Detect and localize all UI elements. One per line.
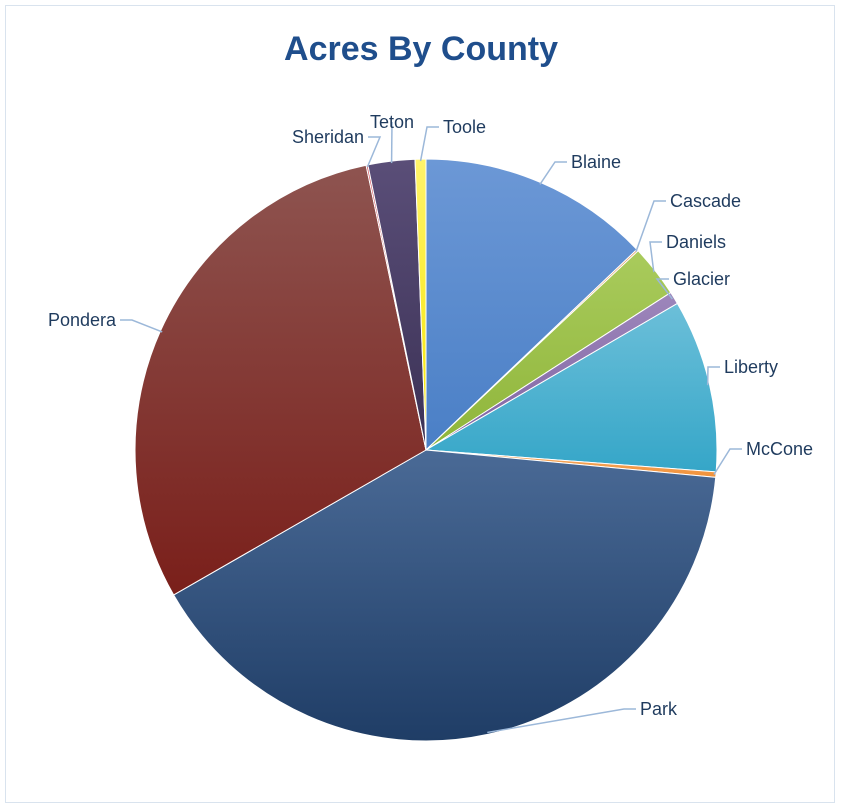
- leader-line-glacier: [655, 278, 674, 300]
- leader-lines: [120, 121, 742, 734]
- leader-line-pondera: [120, 319, 163, 333]
- slice-label-mccone: McCone: [746, 439, 813, 459]
- slice-label-daniels: Daniels: [666, 232, 726, 252]
- slice-label-toole: Toole: [443, 117, 486, 137]
- slice-label-teton: Teton: [370, 112, 414, 132]
- leader-line-blaine: [539, 161, 567, 185]
- slice-labels: Blaine Cascade Daniels Glacier Liberty McCone…: [48, 112, 813, 719]
- slice-label-park: Park: [640, 699, 678, 719]
- leader-line-liberty: [706, 366, 720, 386]
- leader-line-daniels: [649, 241, 662, 273]
- leader-line-park: [487, 708, 636, 734]
- leader-line-toole: [419, 126, 439, 162]
- leader-line-mccone: [713, 448, 742, 475]
- leader-line-cascade: [635, 200, 666, 252]
- chart-title: Acres By County: [284, 30, 558, 68]
- leader-line-sheridan: [366, 136, 382, 168]
- pie-slice-liberty: [424, 302, 718, 473]
- slice-label-blaine: Blaine: [571, 152, 621, 172]
- slice-label-sheridan: Sheridan: [292, 127, 364, 147]
- pie-slice-park: [172, 449, 717, 742]
- slice-label-pondera: Pondera: [48, 310, 117, 330]
- pie-slices: [134, 158, 718, 742]
- slice-label-liberty: Liberty: [724, 357, 778, 377]
- slice-label-cascade: Cascade: [670, 191, 741, 211]
- slice-label-glacier: Glacier: [673, 269, 730, 289]
